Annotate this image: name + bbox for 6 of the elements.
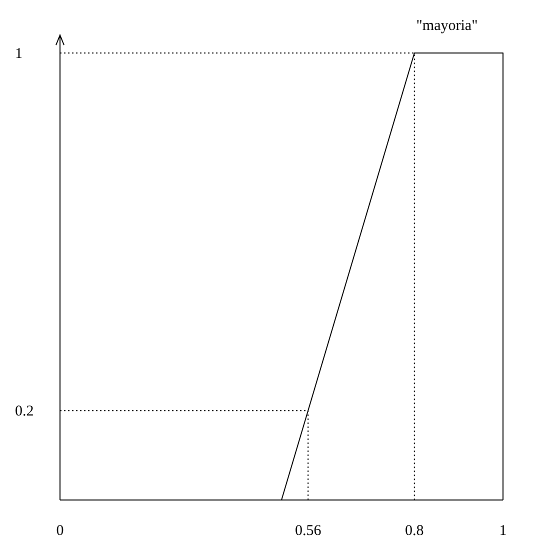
x-tick-label: 0.8 xyxy=(405,523,424,539)
y-tick-label: 0.2 xyxy=(15,404,34,420)
x-tick-label: 1 xyxy=(499,523,507,539)
text: "mayoria" xyxy=(416,18,478,34)
x-tick-label: 0.56 xyxy=(294,523,322,539)
x-tick-label: 0 xyxy=(56,523,64,539)
